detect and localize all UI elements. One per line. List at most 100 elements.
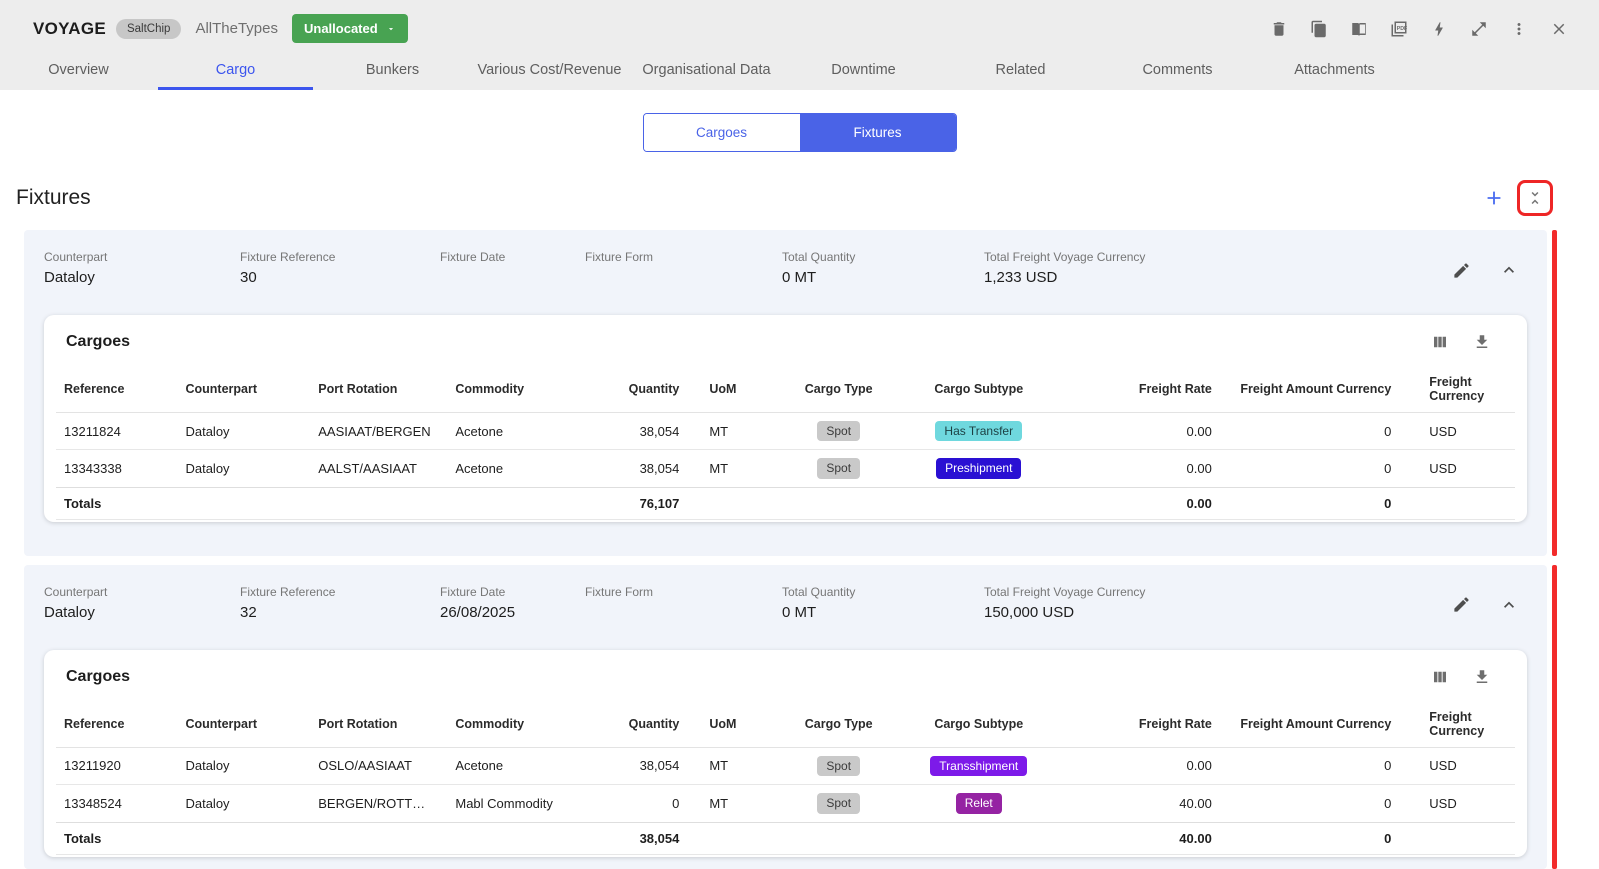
page-title: VOYAGE [33, 19, 106, 39]
tab-bunkers[interactable]: Bunkers [314, 49, 471, 90]
cargo-row[interactable]: 13211824 Dataloy AASIAAT/BERGEN Acetone … [56, 413, 1515, 450]
columns-icon [1431, 668, 1449, 686]
cargo-subtype-badge: Relet [956, 793, 1002, 813]
cargo-subtype-badge: Transshipment [930, 756, 1027, 776]
col-reference: Reference [56, 702, 181, 748]
tab-organisational-data[interactable]: Organisational Data [628, 49, 785, 90]
cell-counterpart: Dataloy [181, 450, 314, 487]
pdf-icon: PDF [1390, 20, 1408, 38]
edit-fixture-button[interactable] [1452, 595, 1471, 614]
field-total-freight: Total Freight Voyage Currency1,233 USD [984, 250, 1452, 287]
saltchip-badge: SaltChip [116, 19, 181, 39]
column-settings-button[interactable] [1431, 333, 1449, 351]
cell-empty [314, 487, 451, 519]
tab-related[interactable]: Related [942, 49, 1099, 90]
cargo-row[interactable]: 13211920 Dataloy OSLO/AASIAAT Acetone 38… [56, 747, 1515, 784]
cell-freight-currency: USD [1395, 785, 1515, 822]
cargo-row[interactable]: 13348524 Dataloy BERGEN/ROTT… Mabl Commo… [56, 785, 1515, 822]
cargoes-card-head: Cargoes [56, 327, 1515, 367]
fixture-actions [1452, 250, 1527, 280]
cell-freight-amount-currency: 0 [1216, 413, 1395, 450]
field-total-freight: Total Freight Voyage Currency150,000 USD [984, 585, 1452, 622]
field-fixture-date: Fixture Date26/08/2025 [440, 585, 585, 622]
tab-various-cost-revenue[interactable]: Various Cost/Revenue [471, 49, 628, 90]
col-port-rotation: Port Rotation [314, 367, 451, 413]
table-header-row: Reference Counterpart Port Rotation Comm… [56, 702, 1515, 748]
totals-row: Totals 38,054 40.00 0 [56, 822, 1515, 854]
tab-attachments[interactable]: Attachments [1256, 49, 1413, 90]
cell-cargo-subtype: Transshipment [902, 747, 1055, 784]
cell-empty [683, 822, 775, 854]
edit-fixture-button[interactable] [1452, 261, 1471, 280]
caret-down-icon [386, 24, 396, 34]
collapse-all-button[interactable] [1517, 180, 1553, 216]
fixture-card: CounterpartDataloy Fixture Reference32 F… [24, 565, 1547, 869]
col-counterpart: Counterpart [181, 367, 314, 413]
totals-label: Totals [56, 822, 181, 854]
cell-freight-amount-currency: 0 [1216, 450, 1395, 487]
cell-uom: MT [683, 413, 775, 450]
allocation-status-button[interactable]: Unallocated [292, 14, 408, 43]
cargoes-table-actions [1431, 333, 1507, 351]
cargoes-table-actions [1431, 668, 1507, 686]
table-header-row: Reference Counterpart Port Rotation Comm… [56, 367, 1515, 413]
fixture-card: CounterpartDataloy Fixture Reference30 F… [24, 230, 1547, 556]
toggle-fixtures[interactable]: Fixtures [800, 114, 956, 151]
download-button[interactable] [1473, 333, 1491, 351]
fixtures-section-head: Fixtures [0, 178, 1599, 218]
cell-empty [314, 822, 451, 854]
col-freight-currency: Freight Currency [1395, 702, 1515, 748]
copy-button[interactable] [1309, 19, 1329, 39]
add-fixture-button[interactable] [1479, 183, 1509, 213]
field-total-quantity: Total Quantity0 MT [782, 250, 984, 287]
cargoes-card-head: Cargoes [56, 662, 1515, 702]
cell-port-rotation: BERGEN/ROTT… [314, 785, 451, 822]
cell-uom: MT [683, 747, 775, 784]
view-toggle-wrap: Cargoes Fixtures [0, 90, 1599, 152]
cell-port-rotation: AASIAAT/BERGEN [314, 413, 451, 450]
cell-counterpart: Dataloy [181, 413, 314, 450]
col-quantity: Quantity [591, 367, 683, 413]
fullscreen-button[interactable] [1469, 19, 1489, 39]
tab-downtime[interactable]: Downtime [785, 49, 942, 90]
actions-button[interactable] [1429, 19, 1449, 39]
tab-comments[interactable]: Comments [1099, 49, 1256, 90]
col-freight-amount-currency: Freight Amount Currency [1216, 702, 1395, 748]
download-button[interactable] [1473, 668, 1491, 686]
tab-overview[interactable]: Overview [0, 49, 157, 90]
cell-counterpart: Dataloy [181, 785, 314, 822]
more-options-button[interactable] [1509, 19, 1529, 39]
unfold-less-icon [1526, 189, 1544, 207]
cargoes-card: Cargoes Reference Counterpart Port Rota [44, 315, 1527, 522]
chevron-up-icon [1499, 260, 1519, 280]
field-counterpart: CounterpartDataloy [44, 585, 240, 622]
pdf-button[interactable]: PDF [1389, 19, 1409, 39]
close-button[interactable] [1549, 19, 1569, 39]
cargo-subtype-badge: Has Transfer [935, 421, 1022, 441]
cell-reference: 13348524 [56, 785, 181, 822]
download-icon [1473, 333, 1491, 351]
collapse-fixture-button[interactable] [1499, 260, 1519, 280]
doc-compare-button[interactable] [1349, 19, 1369, 39]
cargo-row[interactable]: 13343338 Dataloy AALST/AASIAAT Acetone 3… [56, 450, 1515, 487]
tab-cargo[interactable]: Cargo [157, 49, 314, 90]
toggle-cargoes[interactable]: Cargoes [644, 114, 800, 151]
field-fixture-date: Fixture Date [440, 250, 585, 287]
totals-freight-amount-currency: 0 [1216, 487, 1395, 519]
totals-row: Totals 76,107 0.00 0 [56, 487, 1515, 519]
column-settings-button[interactable] [1431, 668, 1449, 686]
fixture-actions [1452, 585, 1527, 615]
fixtures-head-actions [1479, 180, 1553, 216]
col-uom: UoM [683, 702, 775, 748]
close-icon [1550, 20, 1568, 38]
cell-empty [1395, 822, 1515, 854]
fixture-header: CounterpartDataloy Fixture Reference30 F… [44, 244, 1527, 315]
cell-empty [451, 487, 591, 519]
col-counterpart: Counterpart [181, 702, 314, 748]
col-commodity: Commodity [451, 702, 591, 748]
collapse-fixture-button[interactable] [1499, 595, 1519, 615]
delete-button[interactable] [1269, 19, 1289, 39]
expand-icon [1470, 20, 1488, 38]
col-freight-currency: Freight Currency [1395, 367, 1515, 413]
svg-text:PDF: PDF [1397, 25, 1408, 31]
